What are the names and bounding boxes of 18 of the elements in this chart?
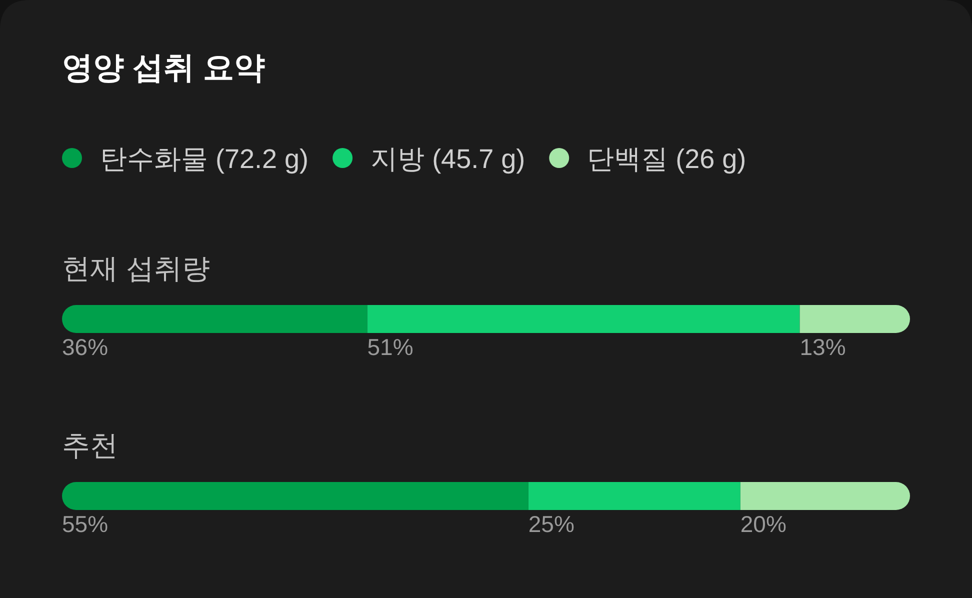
data-label: 25% bbox=[528, 511, 574, 537]
data-label: 55% bbox=[62, 511, 108, 537]
data-label: 36% bbox=[62, 334, 108, 360]
bar bbox=[62, 482, 528, 510]
data-label: 20% bbox=[740, 511, 786, 537]
data-label: 51% bbox=[367, 334, 414, 360]
bar bbox=[62, 305, 368, 333]
y-tick-label: 추천 bbox=[62, 430, 118, 461]
legend-label: 지방 (45.7 g) bbox=[370, 144, 526, 174]
y-tick-label: 현재 섭취량 bbox=[62, 253, 210, 284]
legend-label: 단백질 (26 g) bbox=[587, 144, 746, 174]
legend-label: 탄수화물 (72.2 g) bbox=[100, 144, 309, 174]
chart-title: 영양 섭취 요약 bbox=[62, 50, 266, 85]
bar bbox=[800, 305, 910, 333]
bar bbox=[740, 482, 910, 510]
bar bbox=[367, 305, 800, 333]
bar bbox=[528, 482, 740, 510]
data-label: 13% bbox=[800, 334, 846, 360]
